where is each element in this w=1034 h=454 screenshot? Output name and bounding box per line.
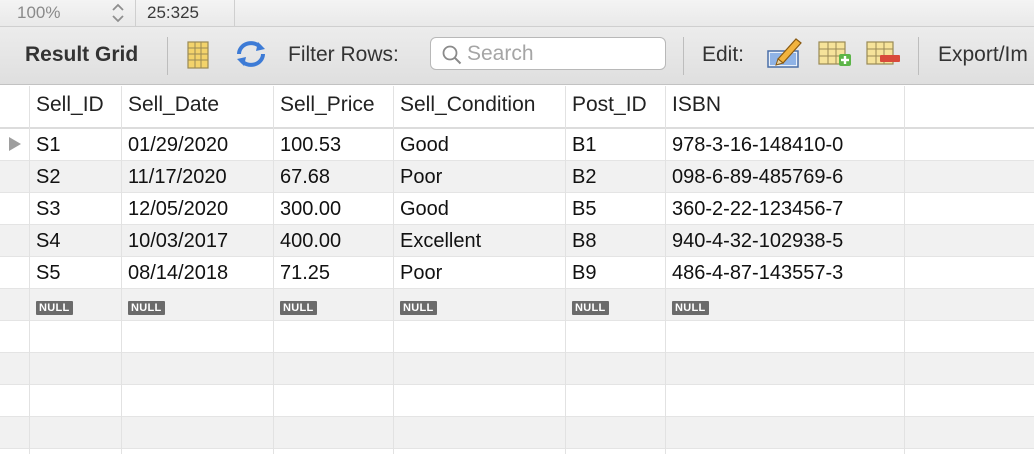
table-cell-sell-condition[interactable]: Poor xyxy=(400,166,443,188)
toolbar-divider xyxy=(167,37,168,75)
table-cell-sell-date[interactable]: 08/14/2018 xyxy=(128,262,229,284)
grid-header: Sell_ID Sell_Date Sell_Price Sell_Condition… xyxy=(0,86,1034,129)
column-divider[interactable] xyxy=(665,86,666,454)
filter-rows-label: Filter Rows: xyxy=(288,43,399,66)
table-cell-sell-price[interactable]: 300.00 xyxy=(280,198,342,220)
new-row-placeholder[interactable]: NULL NULL NULL NULL NULL NULL xyxy=(0,289,1034,321)
column-header-sell-price[interactable]: Sell_Price xyxy=(280,93,375,116)
column-divider[interactable] xyxy=(904,86,905,454)
table-cell-sell-condition[interactable]: Excellent xyxy=(400,230,482,252)
column-header-sell-id[interactable]: Sell_ID xyxy=(36,93,104,116)
pencil-edit-icon[interactable] xyxy=(766,35,804,69)
table-row[interactable]: S2 11/17/2020 67.68 Poor B2 098-6-89-485769-6 xyxy=(0,161,1034,193)
table-cell-sell-id[interactable]: S4 xyxy=(36,230,61,252)
table-cell-sell-date[interactable]: 12/05/2020 xyxy=(128,198,229,220)
table-cell-sell-price[interactable]: 67.68 xyxy=(280,166,331,188)
table-cell-sell-condition[interactable]: Poor xyxy=(400,262,443,284)
result-grid[interactable]: Sell_ID Sell_Date Sell_Price Sell_Condition… xyxy=(0,86,1034,454)
table-cell-isbn[interactable]: 486-4-87-143557-3 xyxy=(672,262,844,284)
table-cell-post-id[interactable]: B5 xyxy=(572,198,597,220)
magnifier-icon xyxy=(442,45,462,65)
zoom-level: 100% xyxy=(17,3,61,22)
table-cell-sell-condition[interactable]: NULL xyxy=(394,289,437,320)
null-badge: NULL xyxy=(672,301,709,315)
column-divider[interactable] xyxy=(121,86,122,454)
table-row[interactable]: S3 12/05/2020 300.00 Good B5 360-2-22-123456-… xyxy=(0,193,1034,225)
toolbar-divider xyxy=(918,37,919,75)
filter-search-input[interactable] xyxy=(467,41,657,66)
status-divider xyxy=(135,0,136,27)
table-cell-isbn[interactable]: 098-6-89-485769-6 xyxy=(672,166,844,188)
empty-row[interactable] xyxy=(0,353,1034,385)
table-cell-sell-date[interactable]: 11/17/2020 xyxy=(128,166,227,188)
null-badge: NULL xyxy=(36,301,73,315)
null-badge: NULL xyxy=(128,301,165,315)
result-grid-tab[interactable]: Result Grid xyxy=(25,43,139,66)
result-toolbar: Result Grid Filter Rows: Edit: xyxy=(0,27,1034,85)
null-badge: NULL xyxy=(572,301,609,315)
column-header-isbn[interactable]: ISBN xyxy=(672,93,722,116)
add-row-icon[interactable] xyxy=(818,40,854,68)
table-cell-sell-date[interactable]: 10/03/2017 xyxy=(128,230,229,252)
status-bar: 100% 25:325 xyxy=(0,0,1034,27)
table-cell-sell-condition[interactable]: Good xyxy=(400,198,449,220)
column-divider[interactable] xyxy=(29,86,30,454)
table-cell-sell-price[interactable]: 71.25 xyxy=(280,262,331,284)
table-cell-isbn[interactable]: 978-3-16-148410-0 xyxy=(672,134,844,156)
table-cell-post-id[interactable]: NULL xyxy=(566,289,609,320)
table-cell-sell-date[interactable]: 01/29/2020 xyxy=(128,134,229,156)
table-cell-sell-id[interactable]: S2 xyxy=(36,166,61,188)
column-divider[interactable] xyxy=(565,86,566,454)
table-cell-sell-price[interactable]: 400.00 xyxy=(280,230,342,252)
table-cell-sell-condition[interactable]: Good xyxy=(400,134,449,156)
empty-row[interactable] xyxy=(0,385,1034,417)
table-cell-sell-id[interactable]: S3 xyxy=(36,198,61,220)
column-header-sell-date[interactable]: Sell_Date xyxy=(128,93,220,116)
filter-search-box[interactable] xyxy=(430,37,666,70)
table-cell-sell-date[interactable]: NULL xyxy=(122,289,165,320)
export-import-label[interactable]: Export/Im xyxy=(938,43,1028,66)
table-cell-isbn[interactable]: 360-2-22-123456-7 xyxy=(672,198,844,220)
table-cell-isbn[interactable]: 940-4-32-102938-5 xyxy=(672,230,844,252)
column-grid-icon[interactable] xyxy=(187,41,209,69)
table-cell-post-id[interactable]: B8 xyxy=(572,230,597,252)
toolbar-divider xyxy=(683,37,684,75)
column-header-sell-condition[interactable]: Sell_Condition xyxy=(400,93,536,116)
table-row[interactable]: S1 01/29/2020 100.53 Good B1 978-3-16-148410-… xyxy=(0,129,1034,161)
table-row[interactable]: S4 10/03/2017 400.00 Excellent B8 940-4-32-10… xyxy=(0,225,1034,257)
delete-row-icon[interactable] xyxy=(866,40,902,68)
column-divider[interactable] xyxy=(273,86,274,454)
table-cell-sell-id[interactable]: S5 xyxy=(36,262,61,284)
table-cell-sell-price[interactable]: NULL xyxy=(274,289,317,320)
table-cell-sell-id[interactable]: S1 xyxy=(36,134,61,156)
null-badge: NULL xyxy=(280,301,317,315)
empty-row[interactable] xyxy=(0,321,1034,353)
table-cell-isbn[interactable]: NULL xyxy=(666,289,709,320)
empty-row[interactable] xyxy=(0,417,1034,449)
status-divider xyxy=(234,0,235,27)
table-cell-sell-id[interactable]: NULL xyxy=(30,289,73,320)
empty-row[interactable] xyxy=(0,449,1034,454)
cursor-position: 25:325 xyxy=(147,3,199,22)
zoom-stepper-icon[interactable] xyxy=(105,1,131,25)
current-row-marker-icon xyxy=(9,137,21,151)
column-divider[interactable] xyxy=(393,86,394,454)
null-badge: NULL xyxy=(400,301,437,315)
table-cell-post-id[interactable]: B2 xyxy=(572,166,597,188)
table-cell-post-id[interactable]: B9 xyxy=(572,262,597,284)
edit-label: Edit: xyxy=(702,43,745,66)
refresh-arrows-icon[interactable] xyxy=(234,39,268,69)
table-cell-post-id[interactable]: B1 xyxy=(572,134,597,156)
table-row[interactable]: S5 08/14/2018 71.25 Poor B9 486-4-87-143557-3 xyxy=(0,257,1034,289)
column-header-post-id[interactable]: Post_ID xyxy=(572,93,647,116)
table-cell-sell-price[interactable]: 100.53 xyxy=(280,134,342,156)
